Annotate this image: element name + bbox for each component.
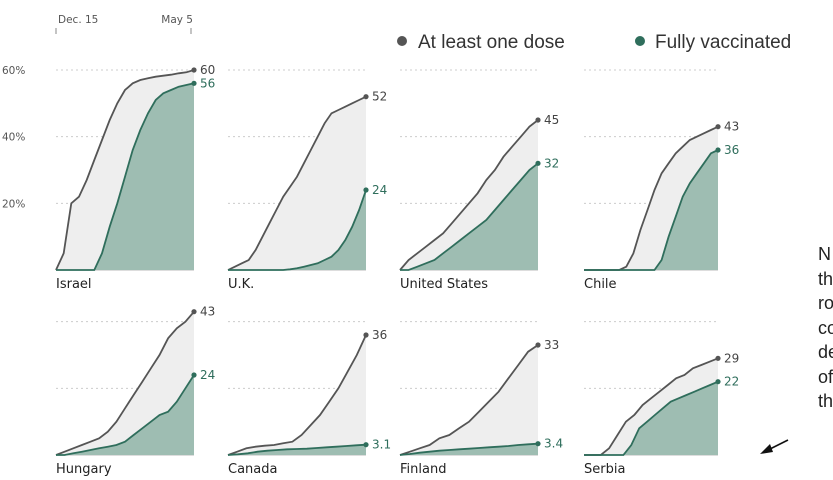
country-label: Finland xyxy=(400,462,446,477)
full-line xyxy=(400,162,539,271)
country-label: United States xyxy=(400,277,488,292)
dose-end-point xyxy=(535,342,541,348)
side-note-text: N th ro co de of th xyxy=(818,244,833,411)
full-area xyxy=(400,163,538,270)
full-line xyxy=(584,149,719,271)
full-end-point xyxy=(715,379,721,385)
full-area xyxy=(584,150,718,270)
dose-line xyxy=(55,69,195,271)
country-label: Hungary xyxy=(56,462,112,477)
full-end-point xyxy=(715,147,721,153)
dose-line xyxy=(584,357,719,456)
dose-end-label: 60 xyxy=(200,63,215,77)
dose-area xyxy=(228,335,366,455)
full-end-label: 24 xyxy=(200,368,215,382)
dose-end-label: 29 xyxy=(724,351,739,365)
panel-united-states: 45 32 United States xyxy=(399,69,559,292)
full-line xyxy=(227,443,367,456)
dose-end-point xyxy=(191,309,197,315)
legend-marker-dose xyxy=(397,36,407,46)
full-line xyxy=(584,380,719,456)
full-end-label: 3.1 xyxy=(372,438,391,452)
country-label: U.K. xyxy=(228,277,254,292)
full-line xyxy=(399,442,539,456)
country-label: Serbia xyxy=(584,462,625,477)
dose-end-label: 45 xyxy=(544,113,559,127)
dose-area xyxy=(228,96,366,270)
full-line xyxy=(56,82,195,271)
dose-line xyxy=(399,344,539,456)
country-label: Chile xyxy=(584,277,617,292)
panel-serbia: 29 22 Serbia xyxy=(584,321,739,477)
dose-end-point xyxy=(715,124,721,130)
country-label: Israel xyxy=(56,277,92,292)
panel-u-k: 52 24 U.K. xyxy=(227,69,387,292)
dose-area xyxy=(400,345,538,455)
legend-label-full: Fully vaccinated xyxy=(655,32,791,53)
date-range-marker: Dec. 15 May 5 xyxy=(55,14,193,34)
dose-end-label: 43 xyxy=(200,305,215,319)
full-end-point xyxy=(535,160,541,166)
full-end-label: 22 xyxy=(724,375,739,389)
panel-canada: 36 3.1 Canada xyxy=(227,321,391,477)
full-end-point xyxy=(191,80,197,86)
dose-end-point xyxy=(715,355,721,361)
dose-line xyxy=(227,95,367,271)
date-start-label: Dec. 15 xyxy=(58,14,98,26)
dose-end-point xyxy=(363,94,369,100)
panel-chile: 43 36 Chile xyxy=(584,69,739,292)
dose-end-point xyxy=(363,332,369,338)
dose-line xyxy=(55,311,195,456)
full-line xyxy=(56,374,195,456)
dose-line xyxy=(227,334,367,456)
panel-finland: 33 3.4 Finland xyxy=(399,321,563,477)
dose-line xyxy=(399,119,539,271)
note-arrow xyxy=(760,439,789,454)
full-end-point xyxy=(535,441,541,447)
dose-end-label: 52 xyxy=(372,90,387,104)
full-end-point xyxy=(363,187,369,193)
country-label: Canada xyxy=(228,462,277,477)
date-end-label: May 5 xyxy=(161,14,193,26)
legend-marker-full xyxy=(635,36,645,46)
full-area xyxy=(56,83,194,270)
dose-end-label: 43 xyxy=(724,120,739,134)
full-end-label: 3.4 xyxy=(544,437,563,451)
y-tick-label: 40% xyxy=(2,132,25,144)
full-end-label: 32 xyxy=(544,156,559,170)
y-tick-label: 20% xyxy=(2,198,25,210)
full-line xyxy=(228,189,367,271)
panel-hungary: 43 24 Hungary xyxy=(55,305,215,477)
full-end-label: 56 xyxy=(200,76,215,90)
dose-end-point xyxy=(191,67,197,73)
dose-end-label: 36 xyxy=(372,328,387,342)
full-end-point xyxy=(191,372,197,378)
dose-end-label: 33 xyxy=(544,338,559,352)
full-area xyxy=(228,190,366,270)
full-end-point xyxy=(363,442,369,448)
legend: At least one dose Fully vaccinated xyxy=(397,32,791,53)
full-area xyxy=(56,375,194,455)
y-axis: 20% 40% 60% xyxy=(2,65,25,210)
dose-end-point xyxy=(535,117,541,123)
full-end-label: 24 xyxy=(372,183,387,197)
full-end-label: 36 xyxy=(724,143,739,157)
legend-label-dose: At least one dose xyxy=(418,32,565,53)
y-tick-label: 60% xyxy=(2,65,25,77)
